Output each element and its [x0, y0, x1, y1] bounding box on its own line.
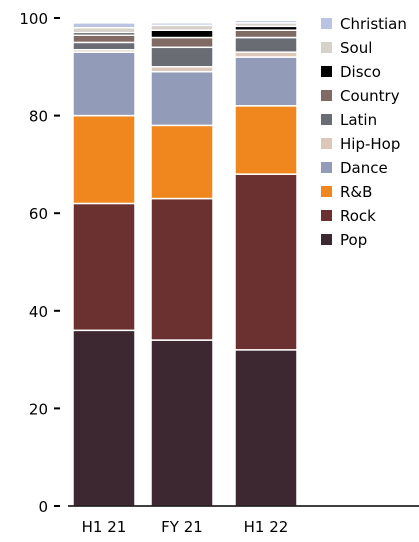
legend-swatch: [321, 186, 332, 197]
y-tick-label: 20: [29, 400, 48, 418]
bar-segment: [235, 38, 297, 53]
legend-label: Christian: [340, 15, 407, 33]
legend-swatch: [321, 66, 332, 77]
bar-segment: [151, 340, 213, 506]
legend-swatch: [321, 42, 332, 53]
legend-label: Disco: [340, 63, 381, 81]
bar-segment: [73, 330, 135, 506]
legend-label: Soul: [340, 39, 372, 57]
x-category-label: H1 22: [244, 518, 289, 536]
bar-segment: [151, 30, 213, 37]
bar-segment: [73, 52, 135, 115]
y-tick-label: 80: [29, 108, 48, 126]
bar-segment: [73, 203, 135, 330]
bar-segment: [235, 106, 297, 174]
legend-label: Hip-Hop: [340, 135, 400, 153]
legend-label: Rock: [340, 207, 376, 225]
y-axis: 0 20 40 60 80 100: [19, 10, 60, 516]
bar-segment: [235, 20, 297, 22]
legend-swatch: [321, 162, 332, 173]
y-tick-label: 60: [29, 205, 48, 223]
x-axis: H1 21 FY 21 H1 22: [68, 506, 419, 536]
bar-segment: [73, 23, 135, 28]
legend-label: Latin: [340, 111, 377, 129]
bar-segment: [73, 42, 135, 49]
bar-segment: [235, 30, 297, 37]
bar-segment: [73, 35, 135, 42]
bar-segment: [235, 57, 297, 106]
legend: Christian Soul Disco Country Latin Hip-Hop Dan…: [321, 15, 407, 249]
y-tick-label: 0: [38, 498, 48, 516]
bar-segment: [151, 72, 213, 126]
legend-swatch: [321, 114, 332, 125]
bars-layer: [73, 20, 297, 506]
legend-label: Country: [340, 87, 400, 105]
bar-segment: [235, 350, 297, 506]
bar-segment: [73, 116, 135, 204]
bar-segment: [151, 38, 213, 48]
y-tick-label: 40: [29, 303, 48, 321]
bar-segment: [151, 47, 213, 67]
bar-segment: [151, 125, 213, 198]
legend-swatch: [321, 210, 332, 221]
legend-swatch: [321, 18, 332, 29]
bar-segment: [235, 174, 297, 350]
legend-label: R&B: [340, 183, 372, 201]
bar-segment: [151, 23, 213, 25]
x-category-label: H1 21: [82, 518, 127, 536]
legend-label: Dance: [340, 159, 388, 177]
legend-label: Pop: [340, 231, 367, 249]
legend-swatch: [321, 138, 332, 149]
legend-swatch: [321, 234, 332, 245]
y-tick-label: 100: [19, 10, 48, 28]
bar-segment: [151, 199, 213, 341]
x-category-label: FY 21: [161, 518, 203, 536]
legend-swatch: [321, 90, 332, 101]
